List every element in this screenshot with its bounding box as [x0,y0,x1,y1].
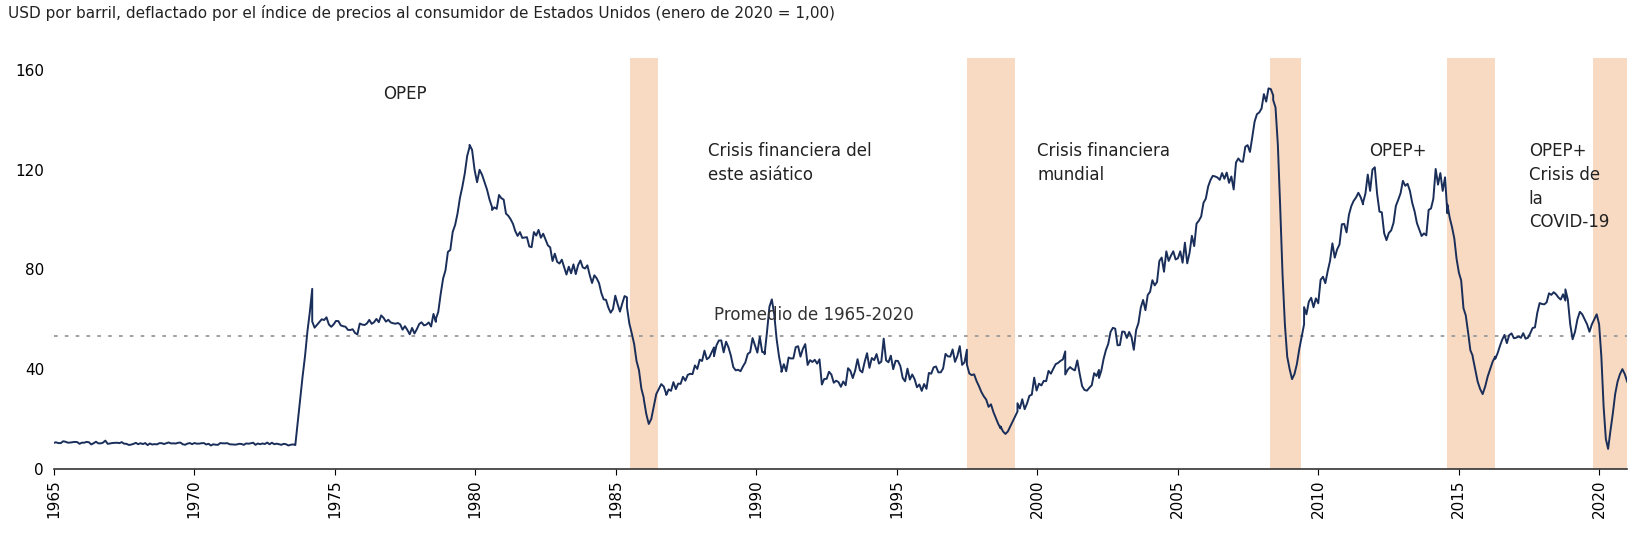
Bar [968,58,1015,469]
Bar [1447,58,1495,469]
Text: OPEP: OPEP [383,85,427,103]
Text: USD por barril, deflactado por el índice de precios al consumidor de Estados Uni: USD por barril, deflactado por el índice… [8,5,835,21]
Text: Promedio de 1965-2020: Promedio de 1965-2020 [715,306,914,324]
Bar [1270,58,1301,469]
Bar [629,58,657,469]
Text: OPEP+
Crisis de
la
COVID-19: OPEP+ Crisis de la COVID-19 [1530,142,1608,231]
Text: Crisis financiera del
este asiático: Crisis financiera del este asiático [708,142,872,184]
Bar [1594,58,1627,469]
Text: Crisis financiera
mundial: Crisis financiera mundial [1037,142,1170,184]
Text: OPEP+: OPEP+ [1369,142,1426,160]
